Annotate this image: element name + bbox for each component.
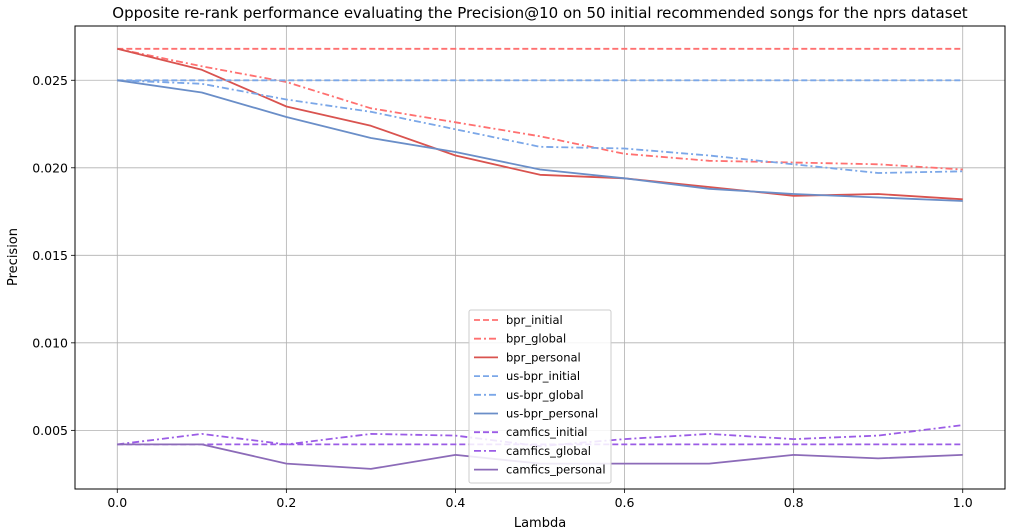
x-tick-label: 0.0 [107,495,127,510]
legend-box [468,309,612,484]
legend-label-camfics_personal: camfics_personal [506,463,606,477]
series-line-us-bpr_personal [117,79,963,202]
y-tick-label: 0.020 [32,160,68,175]
x-axis-ticks: 0.0 0.2 0.4 0.6 0.8 1.0 [107,489,973,510]
y-tick-label: 0.025 [32,73,68,88]
legend-label-bpr_global: bpr_global [506,332,566,346]
y-tick-label: 0.005 [32,423,68,438]
legend-label-us-bpr_initial: us-bpr_initial [506,369,580,383]
legend-label-bpr_personal: bpr_personal [506,350,581,364]
y-axis-ticks: 0.005 0.010 0.015 0.020 0.025 [32,73,75,438]
plot-area-frame [74,25,1006,490]
x-tick-label: 0.8 [784,495,804,510]
legend-label-us-bpr_personal: us-bpr_personal [506,407,598,421]
y-tick-label: 0.010 [32,335,68,350]
legend: bpr_initial bpr_global bpr_personal us-bpr_… [468,309,612,484]
series-line-us-bpr_global [117,79,963,174]
legend-label-bpr_initial: bpr_initial [506,313,563,327]
y-axis-title: Precision [6,228,21,286]
legend-label-camfics_initial: camfics_initial [506,425,588,439]
series-line-bpr_personal [117,47,963,201]
series-line-bpr_global [117,47,963,171]
y-tick-label: 0.015 [32,248,68,263]
chart-title: Opposite re-rank performance evaluating … [112,4,967,22]
x-tick-label: 0.2 [276,495,296,510]
x-axis-title: Lambda [514,516,566,529]
legend-label-us-bpr_global: us-bpr_global [506,388,584,402]
legend-label-camfics_global: camfics_global [506,444,591,458]
x-tick-label: 0.6 [615,495,635,510]
x-tick-label: 0.4 [446,495,466,510]
x-tick-label: 1.0 [953,495,973,510]
